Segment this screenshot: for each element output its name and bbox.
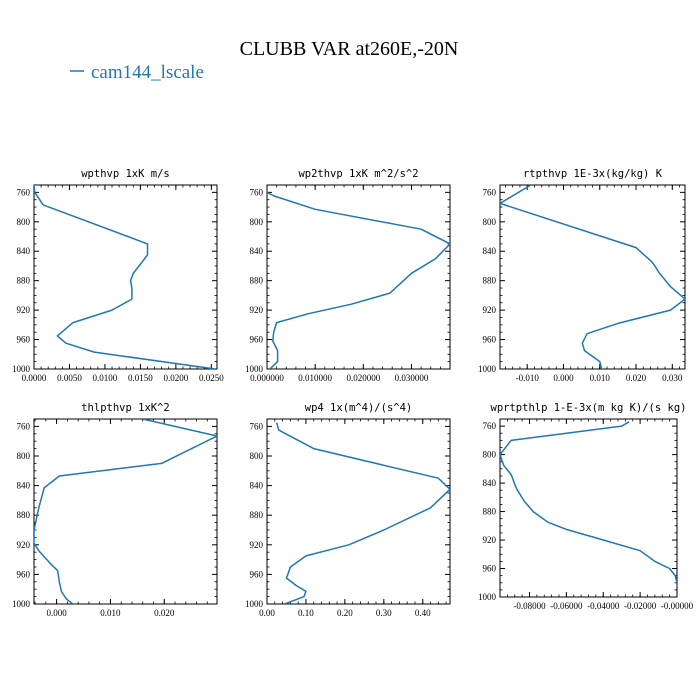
- x-tick-label: 0.010000: [298, 373, 332, 383]
- y-tick-label: 960: [483, 564, 497, 574]
- x-tick-label: -0.010: [516, 373, 540, 383]
- y-tick-label: 920: [17, 540, 31, 550]
- y-tick-label: 880: [483, 507, 497, 517]
- y-tick-label: 840: [250, 481, 264, 491]
- x-tick-label: 0.010: [100, 608, 121, 618]
- x-tick-label: 0.000000: [250, 373, 284, 383]
- y-tick-label: 920: [483, 535, 497, 545]
- panel-title: wp2thvp 1xK m^2/s^2: [298, 168, 418, 180]
- series-line: [34, 419, 217, 604]
- x-tick-label: 0.40: [415, 608, 431, 618]
- x-tick-label: 0.0200: [163, 373, 188, 383]
- x-tick-label: 0.00: [259, 608, 275, 618]
- y-tick-label: 920: [483, 305, 497, 315]
- y-tick-label: 760: [250, 421, 264, 431]
- y-tick-label: 880: [17, 276, 31, 286]
- panels: wpthvp 1xK m/s76080084088092096010000.00…: [12, 168, 694, 618]
- x-tick-label: -0.08000: [513, 601, 546, 611]
- y-tick-label: 800: [250, 451, 264, 461]
- plot-frame: [266, 184, 451, 370]
- y-tick-label: 920: [17, 305, 31, 315]
- series-line: [500, 185, 685, 369]
- panel-title: wpthvp 1xK m/s: [81, 168, 170, 180]
- plot-frame: [33, 418, 218, 605]
- y-tick-label: 1000: [478, 364, 497, 374]
- y-tick-label: 960: [250, 335, 264, 345]
- x-tick-label: -0.04000: [587, 601, 620, 611]
- y-tick-label: 840: [17, 481, 31, 491]
- y-tick-label: 760: [483, 421, 497, 431]
- y-tick-label: 760: [17, 187, 31, 197]
- y-tick-label: 960: [250, 569, 264, 579]
- figure-title: CLUBB VAR at260E,-20N: [240, 38, 459, 60]
- x-tick-label: 0.30: [376, 608, 392, 618]
- panel-title: rtpthvp 1E-3x(kg/kg) K: [523, 168, 663, 180]
- x-tick-label: 0.020000: [346, 373, 380, 383]
- series-line: [500, 421, 677, 583]
- panel-1: wpthvp 1xK m/s76080084088092096010000.00…: [12, 168, 224, 383]
- x-tick-label: 0.0050: [57, 373, 82, 383]
- legend: cam144_lscale: [70, 62, 204, 83]
- y-tick-label: 1000: [478, 592, 497, 602]
- x-tick-label: 0.000: [46, 608, 67, 618]
- y-tick-label: 800: [483, 450, 497, 460]
- x-tick-label: 0.020: [626, 373, 647, 383]
- x-tick-label: 0.20: [337, 608, 353, 618]
- x-tick-label: 0.030000: [395, 373, 429, 383]
- y-tick-label: 800: [17, 217, 31, 227]
- panel-title: wp4 1x(m^4)/(s^4): [305, 402, 412, 414]
- x-tick-label: 0.000: [553, 373, 574, 383]
- panel-4: thlpthvp 1xK^2 760 800 840 880 920 960 1000 0.00…: [12, 402, 218, 618]
- y-tick-label: 800: [250, 217, 264, 227]
- x-tick-label: 0.020: [154, 608, 175, 618]
- x-tick-label: 0.030: [662, 373, 683, 383]
- x-tick-label: 0.0250: [199, 373, 224, 383]
- y-tick-label: 760: [17, 421, 31, 431]
- x-tick-label: 0.0000: [22, 373, 47, 383]
- panel-title: thlpthvp 1xK^2: [81, 402, 170, 414]
- panel-title: wprtpthlp 1-E-3x(m kg K)/(s kg): [491, 402, 687, 414]
- y-tick-label: 880: [250, 510, 264, 520]
- x-tick-label: 0.0100: [93, 373, 118, 383]
- y-tick-label: 840: [17, 246, 31, 256]
- series-line: [267, 191, 450, 369]
- x-tick-label: -0.06000: [550, 601, 583, 611]
- panel-6: wprtpthlp 1-E-3x(m kg K)/(s kg) 760 800 840…: [478, 402, 694, 611]
- y-tick-label: 1000: [245, 599, 264, 609]
- y-tick-label: 960: [17, 335, 31, 345]
- x-tick-label: 0.010: [590, 373, 611, 383]
- y-tick-label: 840: [483, 478, 497, 488]
- x-tick-label: 0.10: [298, 608, 314, 618]
- y-tick-label: 840: [483, 246, 497, 256]
- x-tick-label: -0.02000: [624, 601, 657, 611]
- y-tick-label: 880: [17, 510, 31, 520]
- y-tick-label: 840: [250, 246, 264, 256]
- series-line: [275, 422, 450, 604]
- y-tick-label: 920: [250, 540, 264, 550]
- legend-label: cam144_lscale: [91, 62, 204, 83]
- y-tick-label: 880: [483, 276, 497, 286]
- series-line: [34, 185, 216, 369]
- y-tick-label: 1000: [245, 364, 264, 374]
- panel-3: rtpthvp 1E-3x(kg/kg) K 760 800 840 880 920 960…: [478, 168, 686, 383]
- y-tick-label: 800: [483, 217, 497, 227]
- plot-frame: [266, 418, 451, 605]
- y-tick-label: 1000: [12, 364, 31, 374]
- x-tick-label: 0.0150: [128, 373, 153, 383]
- y-tick-label: 1000: [12, 599, 31, 609]
- y-tick-label: 800: [17, 451, 31, 461]
- y-tick-label: 760: [483, 187, 497, 197]
- plot-frame: [499, 418, 678, 598]
- y-tick-label: 960: [483, 335, 497, 345]
- panel-5: wp4 1x(m^4)/(s^4)76080084088092096010000…: [245, 402, 451, 618]
- x-tick-label: -0.00000: [661, 601, 694, 611]
- plot-frame: [33, 184, 218, 370]
- y-tick-label: 880: [250, 276, 264, 286]
- y-tick-label: 760: [250, 187, 264, 197]
- panel-2: wp2thvp 1xK m^2/s^2 760 800 840 880 920 960 100…: [245, 168, 451, 383]
- y-tick-label: 960: [17, 569, 31, 579]
- y-tick-label: 920: [250, 305, 264, 315]
